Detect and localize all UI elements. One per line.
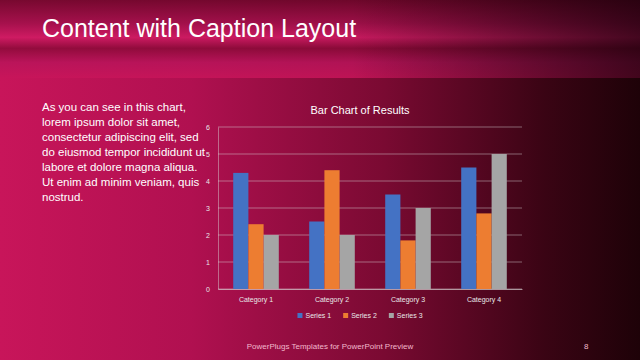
x-axis: Category 1 Category 2 Category 3 Category 4 — [219, 289, 523, 304]
bar — [233, 173, 248, 289]
x-tick-label: Category 3 — [391, 296, 425, 304]
y-tick: 4 — [206, 178, 218, 185]
chart-title: Bar Chart of Results — [310, 104, 410, 116]
series — [248, 170, 491, 289]
y-tick: 0 — [206, 286, 218, 293]
bar — [248, 224, 263, 289]
x-axis-line — [219, 289, 523, 290]
legend-swatch — [297, 313, 302, 318]
y-tick-label: 0 — [206, 286, 210, 293]
bar — [309, 222, 324, 290]
legend-label: Series 2 — [351, 312, 377, 319]
caption: As you can see in this chart, lorem ipsu… — [42, 100, 210, 205]
series — [264, 154, 507, 289]
legend-item: Series 3 — [389, 312, 423, 319]
legend-item: Series 2 — [343, 312, 377, 319]
y-tick: 3 — [206, 205, 218, 212]
x-tick: Category 1 — [239, 289, 273, 304]
x-tick: Category 3 — [391, 289, 425, 304]
x-tick-label: Category 1 — [239, 296, 273, 304]
legend-label: Series 3 — [397, 312, 423, 319]
footer: PowerPlugs Templates for PowerPoint Prev… — [180, 342, 480, 351]
page-number: 8 — [584, 342, 588, 351]
x-tick-label: Category 4 — [467, 296, 501, 304]
bar — [264, 235, 279, 289]
bar — [400, 240, 415, 289]
y-tick-label: 3 — [206, 205, 210, 212]
y-tick-label: 4 — [206, 178, 210, 185]
y-tick-label: 5 — [206, 151, 210, 158]
y-tick: 1 — [206, 259, 218, 266]
bar — [461, 168, 476, 290]
legend-swatch — [389, 313, 394, 318]
bar — [324, 170, 339, 289]
x-tick: Category 4 — [467, 289, 501, 304]
y-axis-line — [218, 128, 219, 290]
y-tick-label: 1 — [206, 259, 210, 266]
x-tick-label: Category 2 — [315, 296, 349, 304]
slide-title: Content with Caption Layout — [42, 14, 356, 43]
bar — [340, 235, 355, 289]
y-tick: 5 — [206, 151, 218, 158]
grid-line — [218, 127, 522, 128]
bar — [385, 195, 400, 290]
chart: 0123456Category 1Category 2Category 3Cat… — [0, 0, 640, 360]
bar — [476, 213, 491, 289]
bar — [492, 154, 507, 289]
y-tick-label: 6 — [206, 124, 210, 131]
legend-label: Series 1 — [305, 312, 331, 319]
plot-area — [233, 154, 507, 289]
bar — [416, 208, 431, 289]
grid — [218, 127, 522, 289]
grid-line — [218, 154, 522, 155]
legend-swatch — [343, 313, 348, 318]
y-tick-label: 2 — [206, 232, 210, 239]
legend: Series 1 Series 2 Series 3 — [297, 312, 422, 319]
series — [233, 168, 476, 290]
legend-item: Series 1 — [297, 312, 331, 319]
y-tick: 2 — [206, 232, 218, 239]
y-axis: 0 1 2 3 4 5 6 — [206, 124, 218, 293]
y-tick: 6 — [206, 124, 218, 131]
x-tick: Category 2 — [315, 289, 349, 304]
